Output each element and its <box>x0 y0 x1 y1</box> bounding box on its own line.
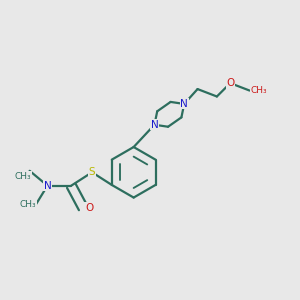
Text: N: N <box>180 99 188 109</box>
Text: O: O <box>226 78 234 88</box>
Text: N: N <box>44 181 51 191</box>
Text: CH₃: CH₃ <box>20 200 37 209</box>
Text: CH₃: CH₃ <box>250 86 267 95</box>
Text: CH₃: CH₃ <box>15 172 32 181</box>
Text: N: N <box>151 120 158 130</box>
Text: S: S <box>89 167 95 177</box>
Text: O: O <box>85 203 93 213</box>
